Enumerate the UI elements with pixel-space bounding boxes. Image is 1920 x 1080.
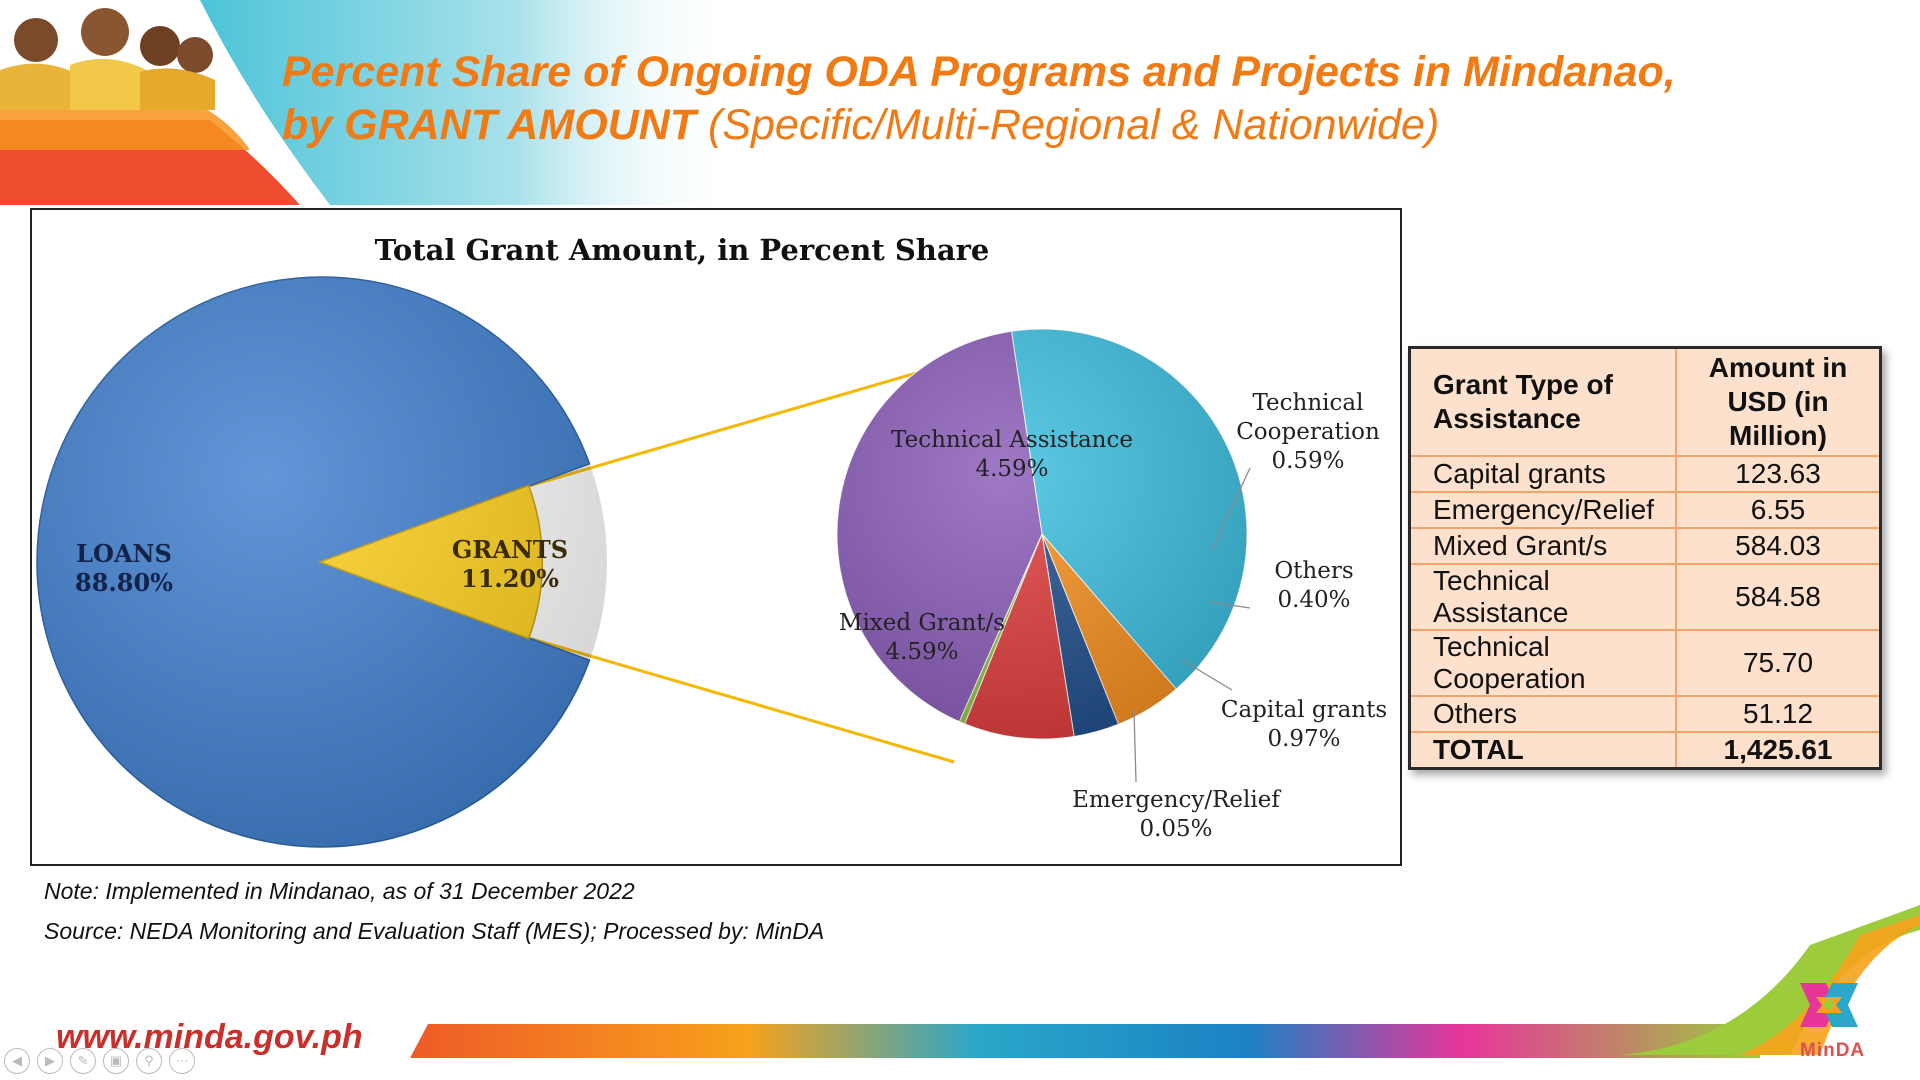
cell-amount: 584.03 <box>1675 527 1882 565</box>
data-label-loans: LOANS 88.80% <box>75 539 173 597</box>
footer-url[interactable]: www.minda.gov.ph <box>56 1018 363 1056</box>
cell-total-amount: 1,425.61 <box>1675 731 1882 770</box>
table-row: Technical Cooperation 75.70 <box>1408 629 1882 697</box>
note-text: Note: Implemented in Mindanao, as of 31 … <box>44 878 635 904</box>
cell-amount: 123.63 <box>1675 455 1882 493</box>
leader-line-capital-grants <box>1181 659 1233 691</box>
title-line-2-bold: by GRANT AMOUNT <box>282 101 697 149</box>
header-grant-type: Grant Type of Assistance <box>1408 346 1677 457</box>
prev-icon[interactable]: ◀ <box>4 1048 30 1074</box>
cell-type: Mixed Grant/s <box>1408 527 1677 565</box>
footer-swoosh <box>1620 905 1920 1055</box>
data-label-mixed-grant-s: Mixed Grant/s 4.59% <box>839 610 1005 665</box>
footer-stripe <box>410 1024 1760 1058</box>
source-text: Source: NEDA Monitoring and Evaluation S… <box>44 918 825 944</box>
slide-title: Percent Share of Ongoing ODA Programs an… <box>282 46 1782 152</box>
data-label-capital-grants: Capital grants 0.97% <box>1221 697 1387 752</box>
data-label-grants: GRANTS 11.20% <box>452 535 568 593</box>
table-header-row: Grant Type of Assistance Amount in USD (… <box>1408 346 1882 457</box>
header-amount: Amount in USD (in Million) <box>1675 346 1882 457</box>
pen-icon[interactable]: ✎ <box>70 1048 96 1074</box>
cell-type: Emergency/Relief <box>1408 491 1677 529</box>
zoom-icon[interactable]: ⚲ <box>136 1048 162 1074</box>
pie-of-pie-chart: Total Grant Amount, in Percent Share LOA… <box>36 233 1387 848</box>
children-photo <box>0 8 215 110</box>
chart-title: Total Grant Amount, in Percent Share <box>375 233 990 267</box>
title-line-1: Percent Share of Ongoing ODA Programs an… <box>282 48 1676 96</box>
chart-frame: Total Grant Amount, in Percent Share LOA… <box>30 208 1402 866</box>
leader-line-others <box>1209 601 1251 609</box>
cell-type: Others <box>1408 695 1677 733</box>
data-label-technical-cooperation: Technical Cooperation 0.59% <box>1236 390 1380 474</box>
cell-amount: 51.12 <box>1675 695 1882 733</box>
leader-line-emergency-relief <box>1133 709 1137 783</box>
slides-icon[interactable]: ▣ <box>103 1048 129 1074</box>
data-label-others: Others 0.40% <box>1274 558 1353 613</box>
cell-amount: 6.55 <box>1675 491 1882 529</box>
cell-type: Capital grants <box>1408 455 1677 493</box>
table-row: Others 51.12 <box>1408 695 1882 733</box>
table-row: Mixed Grant/s 584.03 <box>1408 527 1882 565</box>
logo-text: MinDA <box>1800 1040 1866 1061</box>
title-line-2-subtitle: (Specific/Multi-Regional & Nationwide) <box>708 101 1440 149</box>
breakdown-pie <box>836 328 1248 740</box>
cell-type: Technical Cooperation <box>1408 629 1677 697</box>
table-row: Capital grants 123.63 <box>1408 455 1882 493</box>
header-banner <box>0 0 1100 205</box>
leader-line-technical-cooperation <box>1211 467 1251 551</box>
cell-type: Technical Assistance <box>1408 563 1677 631</box>
cell-amount: 75.70 <box>1675 629 1882 697</box>
table-total-row: TOTAL 1,425.61 <box>1408 731 1882 770</box>
cell-total-label: TOTAL <box>1408 731 1677 770</box>
more-icon[interactable]: ⋯ <box>169 1048 195 1074</box>
table-row: Technical Assistance 584.58 <box>1408 563 1882 631</box>
grant-amount-table: Grant Type of Assistance Amount in USD (… <box>1408 346 1882 770</box>
cell-amount: 584.58 <box>1675 563 1882 631</box>
table-row: Emergency/Relief 6.55 <box>1408 491 1882 529</box>
data-label-technical-assistance: Technical Assistance 4.59% <box>891 427 1133 482</box>
data-label-emergency-relief: Emergency/Relief 0.05% <box>1072 787 1281 842</box>
next-icon[interactable]: ▶ <box>37 1048 63 1074</box>
minda-logo-icon <box>1800 983 1858 1027</box>
slide-controls: ◀ ▶ ✎ ▣ ⚲ ⋯ <box>4 1048 202 1074</box>
